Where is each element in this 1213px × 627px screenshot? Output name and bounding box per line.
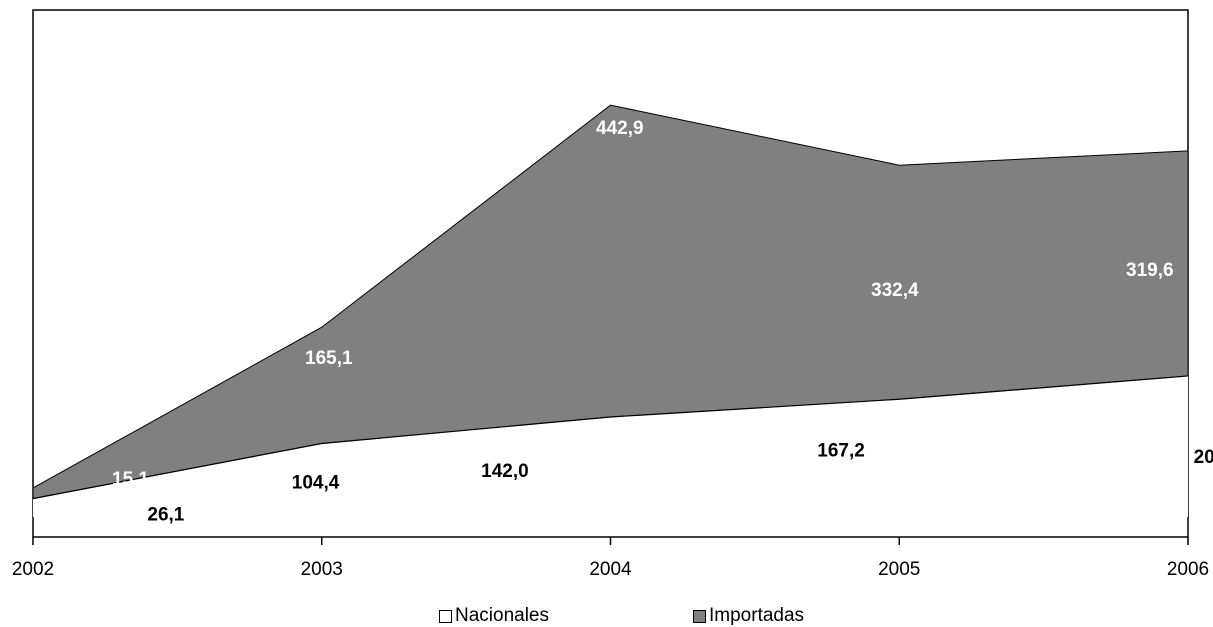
legend-label-nacionales: Nacionales [455,605,549,626]
legend-swatch-importadas [693,609,706,623]
legend: Nacionales Importadas [0,601,1213,626]
data-label-nacionales: 26,1 [147,505,184,526]
x-tick-label: 2003 [301,559,343,580]
line-nacionales [32,375,1189,500]
legend-item-importadas: Importadas [693,605,804,627]
data-label-nacionales: 167,2 [817,440,865,461]
x-tick-label: 2006 [1167,559,1209,580]
data-label-importadas: 319,6 [1126,260,1174,281]
x-tick-label: 2004 [589,559,632,580]
x-tick-label: 2002 [12,559,54,580]
legend-label-importadas: Importadas [709,605,805,626]
legend-swatch-nacionales [439,609,452,623]
data-label-importadas: 332,4 [871,280,919,301]
data-label-importadas: 165,1 [305,348,353,369]
x-tick-label: 2005 [878,559,920,580]
data-label-nacionales: 142,0 [481,461,529,482]
data-label-nacionales: 104,4 [292,472,340,493]
data-label-importadas: 442,9 [596,118,644,139]
area-nacionales [33,375,1188,517]
chart-svg: 2002 2003 2004 2005 2006 26,1 104,4 142,0 167,2… [12,9,1213,580]
data-label-importadas: 15,1 [112,469,149,490]
data-label-nacionales: 200,3 [1194,447,1213,468]
legend-item-nacionales: Nacionales [439,605,549,627]
